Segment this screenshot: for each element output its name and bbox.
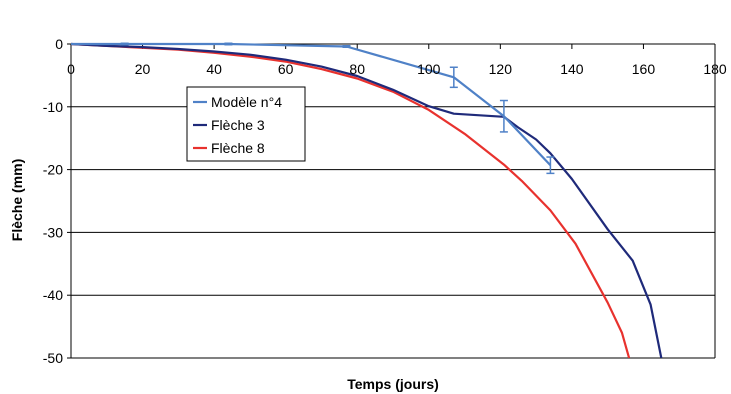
grid-layer: [71, 106, 715, 359]
x-tick-label: 100: [417, 61, 441, 77]
x-tick-label: 180: [703, 61, 727, 77]
y-tick-label: -40: [43, 287, 63, 303]
y-tick-label: -50: [43, 350, 63, 366]
legend-label: Flèche 3: [211, 117, 265, 133]
x-tick-label: 20: [135, 61, 151, 77]
axis-layer: [67, 43, 716, 359]
y-tick-label: -10: [43, 99, 63, 115]
series-layer: [71, 42, 663, 358]
legend: Modèle n°4 Flèche 3 Flèche 8: [186, 86, 306, 162]
x-axis-title: Temps (jours): [347, 376, 439, 392]
x-tick-label: 160: [632, 61, 656, 77]
x-tick-label: 140: [560, 61, 584, 77]
legend-label: Modèle n°4: [211, 94, 282, 110]
y-tick-label: -20: [43, 162, 63, 178]
legend-label: Flèche 8: [211, 140, 265, 156]
y-tick-labels: 0 -10 -20 -30 -40 -50: [43, 36, 63, 366]
x-tick-label: 60: [278, 61, 294, 77]
y-tick-label: 0: [55, 36, 63, 52]
y-tick-label: -30: [43, 224, 63, 240]
x-tick-label: 0: [67, 61, 75, 77]
series-line: [71, 42, 631, 358]
x-tick-labels: 0 20 40 60 80 100 120 140 160 180: [67, 61, 727, 77]
y-axis-title: Flèche (mm): [9, 159, 25, 241]
x-tick-label: 40: [206, 61, 222, 77]
x-tick-label: 120: [489, 61, 513, 77]
x-tick-label: 80: [349, 61, 365, 77]
series-line: [71, 42, 663, 358]
